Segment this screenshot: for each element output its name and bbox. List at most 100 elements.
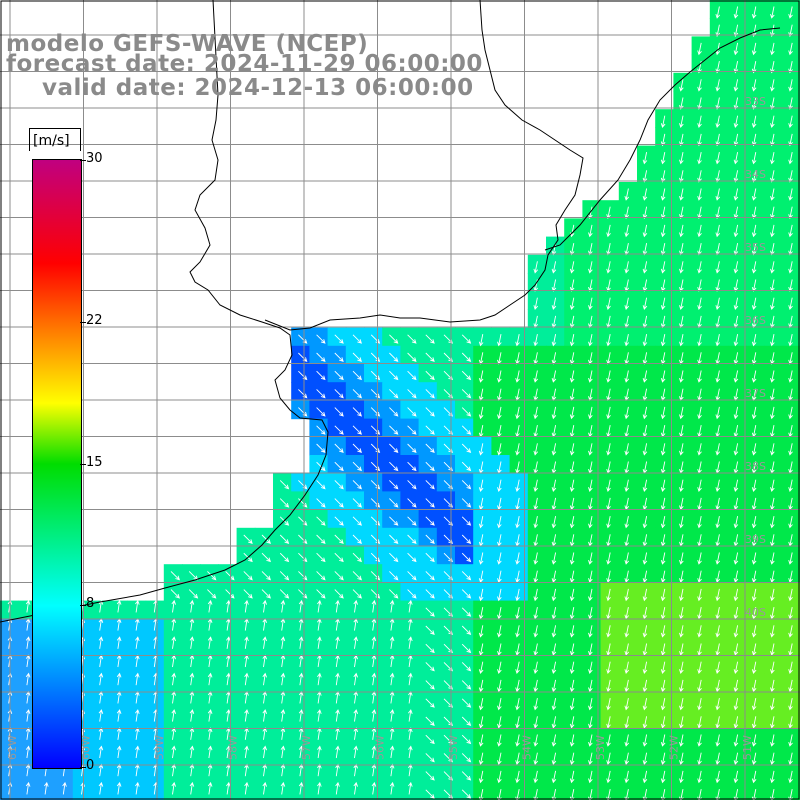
wind-arrow (733, 297, 739, 311)
wind-arrow (497, 625, 502, 638)
wind-arrow (733, 24, 739, 38)
wind-arrow (425, 498, 435, 508)
wind-arrow (660, 679, 666, 693)
wind-arrow (733, 224, 739, 238)
wind-arrow (207, 745, 213, 759)
wind-arrow (478, 443, 484, 456)
wind-arrow (697, 406, 702, 420)
wind-arrow (370, 571, 381, 581)
wind-arrow (317, 745, 322, 759)
wind-arrow (334, 461, 344, 472)
wind-arrow (497, 661, 502, 675)
wind-arrow (642, 479, 648, 493)
wind-arrow (606, 716, 611, 729)
wind-arrow (425, 443, 435, 453)
wind-arrow (569, 643, 575, 656)
wind-arrow (715, 625, 721, 638)
wind-arrow (751, 170, 757, 183)
wind-arrow (660, 625, 666, 638)
wind-arrow (679, 679, 684, 693)
wind-arrow (207, 781, 213, 795)
wind-arrow (425, 680, 435, 690)
wind-arrow (407, 589, 417, 599)
wind-arrow (389, 552, 399, 563)
wind-arrow (551, 516, 557, 529)
wind-arrow (515, 370, 520, 383)
wind-arrow (788, 770, 793, 784)
wind-arrow (225, 571, 235, 581)
wind-arrow (515, 516, 520, 529)
wind-arrow (642, 443, 648, 456)
wind-arrow (733, 188, 739, 201)
wind-arrow (461, 662, 472, 672)
wind-arrow (171, 636, 177, 649)
wind-arrow (353, 709, 359, 722)
wind-arrow (569, 479, 575, 493)
wind-arrow (408, 636, 413, 649)
wind-arrow (660, 115, 666, 129)
wind-arrow (679, 698, 684, 711)
wind-arrow (569, 406, 575, 420)
wind-arrow (697, 152, 702, 165)
wind-arrow (551, 297, 557, 311)
wind-arrow (243, 589, 253, 599)
wind-arrow (788, 679, 793, 693)
wind-arrow (478, 679, 484, 693)
wind-arrow (461, 425, 472, 435)
wind-arrow (715, 752, 721, 766)
wind-arrow (642, 588, 648, 602)
wind-arrow (679, 115, 684, 129)
wind-arrow (389, 672, 395, 686)
wind-arrow (116, 636, 122, 649)
wind-arrow (642, 224, 648, 238)
wind-arrow (98, 745, 104, 759)
lon-label: 60W (80, 735, 93, 760)
wind-arrow (425, 625, 435, 635)
wind-arrow (569, 297, 575, 311)
wind-arrow (642, 170, 648, 183)
wind-arrow (679, 516, 684, 529)
lat-label: 36S (745, 314, 766, 327)
wind-arrow (715, 770, 721, 784)
wind-arrow (533, 297, 539, 311)
lat-label: 33S (745, 95, 766, 108)
wind-arrow (98, 599, 104, 613)
wind-arrow (588, 661, 593, 675)
lat-label: 40S (745, 606, 766, 619)
wind-arrow (679, 479, 684, 493)
wind-arrow (497, 370, 502, 383)
wind-arrow (461, 498, 472, 508)
wind-arrow (262, 672, 268, 686)
wind-arrow (533, 261, 539, 274)
wind-arrow (389, 443, 399, 453)
wind-arrow (715, 24, 721, 38)
wind-arrow (461, 334, 472, 344)
wind-arrow (389, 407, 399, 417)
wind-arrow (425, 480, 435, 490)
wind-arrow (135, 636, 140, 649)
wind-arrow (370, 334, 381, 344)
colorbar-tick-mark (80, 321, 86, 323)
wind-arrow (588, 625, 593, 638)
wind-arrow (189, 709, 195, 722)
wind-arrow (334, 534, 344, 544)
wind-arrow (262, 709, 268, 722)
wind-arrow (389, 352, 399, 362)
wind-arrow (407, 334, 417, 344)
wind-arrow (606, 770, 611, 784)
wind-arrow (588, 734, 593, 747)
wind-arrow (478, 698, 484, 711)
wind-arrow (171, 709, 177, 722)
wind-arrow (98, 672, 104, 686)
wind-arrow (335, 672, 340, 686)
wind-arrow (770, 698, 775, 711)
wind-arrow (697, 334, 702, 347)
wind-arrow (733, 552, 739, 565)
wind-arrow (389, 571, 399, 581)
wind-arrow (715, 115, 721, 129)
wind-arrow (733, 133, 739, 147)
wind-arrow (461, 643, 472, 654)
wind-arrow (715, 370, 721, 383)
wind-arrow (370, 480, 381, 490)
wind-arrow (298, 709, 304, 722)
